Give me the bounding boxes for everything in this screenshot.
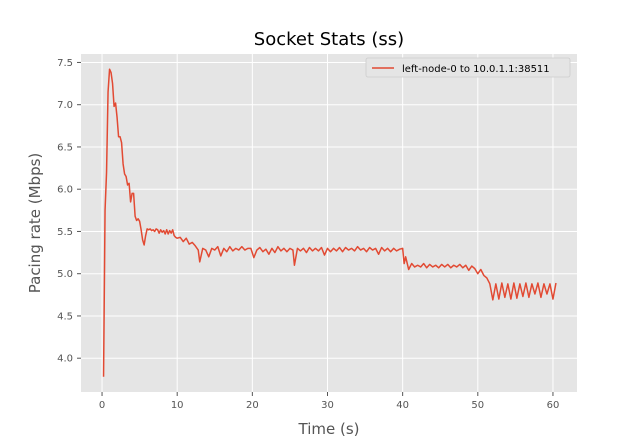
x-tick-label: 10	[171, 400, 184, 411]
series-layer	[102, 68, 557, 377]
series-line	[102, 68, 557, 377]
y-tick-label: 7.5	[57, 58, 73, 69]
y-tick-label: 6.0	[57, 185, 73, 196]
y-axis-label: Pacing rate (Mbps)	[26, 153, 44, 294]
plot-background	[81, 54, 577, 392]
legend: left-node-0 to 10.0.1.1:38511	[365, 57, 571, 78]
legend-box	[365, 57, 571, 78]
y-tick-label: 4.5	[57, 311, 73, 322]
grid	[81, 54, 577, 392]
x-tick-label: 40	[396, 400, 409, 411]
x-tick-label: 0	[99, 400, 105, 411]
y-tick-label: 4.0	[57, 354, 73, 365]
x-tick-label: 60	[547, 400, 560, 411]
x-tick-label: 50	[471, 400, 484, 411]
ticks: 0 10 20 30 40 50 60 4.0 4.5 5.0 5.5 6.0 6.5 7.0 7.5	[57, 58, 559, 411]
x-axis-label: Time (s)	[298, 420, 360, 438]
y-tick-label: 5.0	[57, 269, 73, 280]
y-tick-label: 5.5	[57, 227, 73, 238]
legend-label: left-node-0 to 10.0.1.1:38511	[402, 64, 550, 75]
x-tick-label: 20	[246, 400, 259, 411]
y-tick-label: 7.0	[57, 100, 73, 111]
chart-title: Socket Stats (ss)	[254, 29, 404, 50]
y-tick-label: 6.5	[57, 142, 73, 153]
x-tick-label: 30	[321, 400, 334, 411]
